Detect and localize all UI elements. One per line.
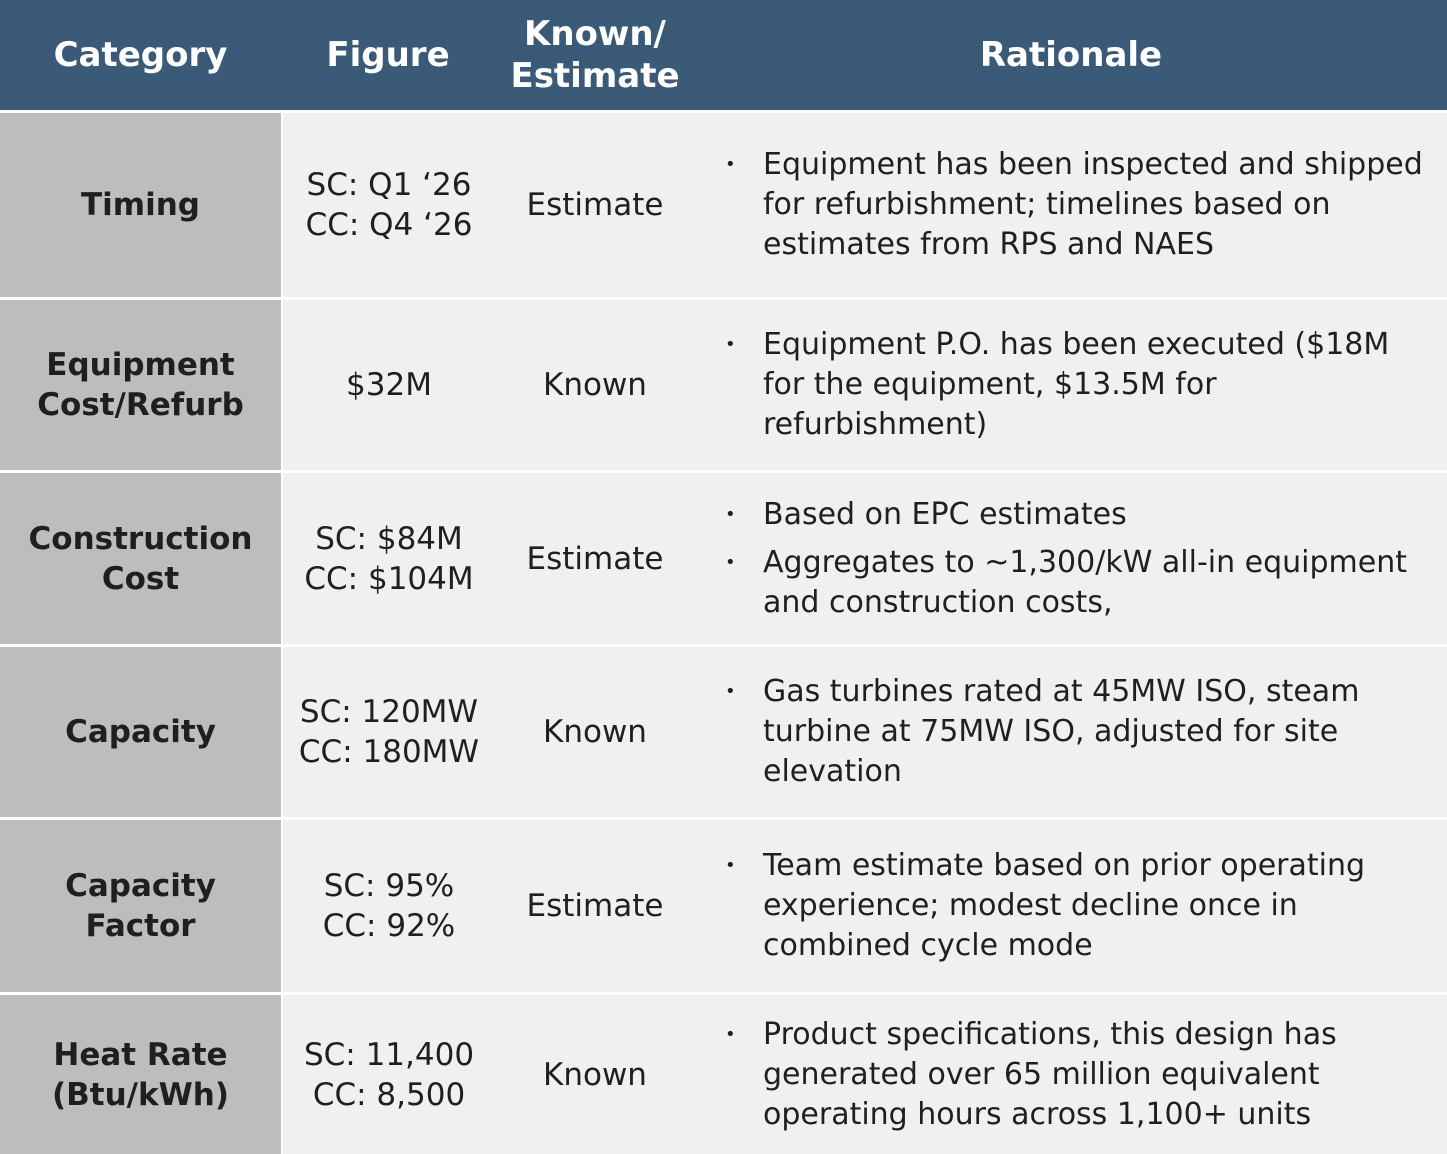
header-known-estimate: Known/ Estimate — [510, 14, 680, 96]
row-rationale: • Product specifications, this design ha… — [695, 995, 1447, 1154]
row-known-estimate: Estimate — [526, 540, 664, 577]
row-rationale: • Team estimate based on prior operating… — [695, 820, 1447, 992]
bullet-icon: • — [725, 503, 736, 525]
rationale-bullet-item: • Aggregates to ~1,300/kW all-in equipme… — [725, 543, 1437, 623]
rationale-text: Based on EPC estimates — [763, 496, 1127, 532]
row-category: Heat Rate (Btu/kWh) — [0, 995, 281, 1154]
row-known-estimate: Estimate — [526, 187, 664, 223]
bullet-icon: • — [725, 154, 736, 175]
row-body: SC: $84M CC: $104M Estimate • Based on E… — [283, 473, 1447, 644]
rationale-text: Aggregates to ~1,300/kW all-in equipment… — [763, 544, 1408, 620]
row-known-estimate: Known — [543, 367, 647, 403]
row-category: Equipment Cost/Refurb — [0, 300, 281, 470]
row-body: $32M Known • Equipment P.O. has been exe… — [283, 300, 1447, 470]
table-row: Equipment Cost/Refurb $32M Known • Equip… — [0, 300, 1447, 470]
table-row: Construction Cost SC: $84M CC: $104M Est… — [0, 473, 1447, 644]
rationale-text: Equipment P.O. has been executed ($18M f… — [763, 327, 1390, 442]
bullet-icon: • — [725, 334, 736, 355]
row-category: Construction Cost — [0, 473, 281, 644]
row-category: Timing — [0, 113, 281, 297]
table-row: Heat Rate (Btu/kWh) SC: 11,400 CC: 8,500… — [0, 995, 1447, 1154]
rationale-bullet-item: • Product specifications, this design ha… — [725, 1015, 1437, 1135]
rationale-bullet-item: • Gas turbines rated at 45MW ISO, steam … — [725, 672, 1437, 792]
row-known-estimate: Estimate — [526, 888, 664, 924]
header-figure: Figure — [326, 35, 450, 75]
table-header: Category Figure Known/ Estimate Rational… — [0, 0, 1447, 110]
row-figure: $32M — [346, 367, 432, 403]
row-known-estimate: Known — [543, 1056, 647, 1093]
table-row: Timing SC: Q1 ‘26 CC: Q4 ‘26 Estimate • … — [0, 113, 1447, 297]
rationale-text: Team estimate based on prior operating e… — [763, 848, 1366, 963]
row-known-estimate: Known — [543, 714, 647, 750]
row-category: Capacity — [0, 647, 281, 817]
row-figure: SC: 11,400 CC: 8,500 — [303, 1036, 475, 1113]
rationale-bullet-item: • Based on EPC estimates — [725, 495, 1437, 535]
rationale-bullet-item: • Equipment has been inspected and shipp… — [725, 145, 1437, 265]
row-body: SC: 95% CC: 92% Estimate • Team estimate… — [283, 820, 1447, 992]
rationale-bullet-item: • Equipment P.O. has been executed ($18M… — [725, 325, 1437, 445]
row-figure: SC: 95% CC: 92% — [322, 868, 456, 944]
row-category: Capacity Factor — [0, 820, 281, 992]
table-row: Capacity Factor SC: 95% CC: 92% Estimate… — [0, 820, 1447, 992]
bullet-icon: • — [725, 855, 736, 876]
table-row: Capacity SC: 120MW CC: 180MW Known • Gas… — [0, 647, 1447, 817]
row-body: SC: Q1 ‘26 CC: Q4 ‘26 Estimate • Equipme… — [283, 113, 1447, 297]
rationale-text: Product specifications, this design has … — [763, 1016, 1337, 1132]
row-rationale: • Equipment has been inspected and shipp… — [695, 113, 1447, 297]
bullet-icon: • — [725, 681, 736, 702]
row-rationale: • Based on EPC estimates • Aggregates to… — [695, 473, 1447, 644]
row-rationale: • Equipment P.O. has been executed ($18M… — [695, 300, 1447, 470]
bullet-icon: • — [725, 551, 736, 573]
row-figure: SC: $84M CC: $104M — [304, 520, 474, 597]
row-figure: SC: Q1 ‘26 CC: Q4 ‘26 — [305, 167, 473, 243]
rationale-text: Gas turbines rated at 45MW ISO, steam tu… — [763, 674, 1360, 789]
bullet-icon: • — [725, 1023, 736, 1045]
rationale-text: Equipment has been inspected and shipped… — [763, 147, 1423, 262]
header-category: Category — [53, 35, 228, 75]
header-rationale: Rationale — [979, 35, 1163, 75]
row-body: SC: 11,400 CC: 8,500 Known • Product spe… — [283, 995, 1447, 1154]
rationale-bullet-item: • Team estimate based on prior operating… — [725, 846, 1437, 966]
row-body: SC: 120MW CC: 180MW Known • Gas turbines… — [283, 647, 1447, 817]
row-rationale: • Gas turbines rated at 45MW ISO, steam … — [695, 647, 1447, 817]
row-figure: SC: 120MW CC: 180MW — [298, 694, 480, 770]
